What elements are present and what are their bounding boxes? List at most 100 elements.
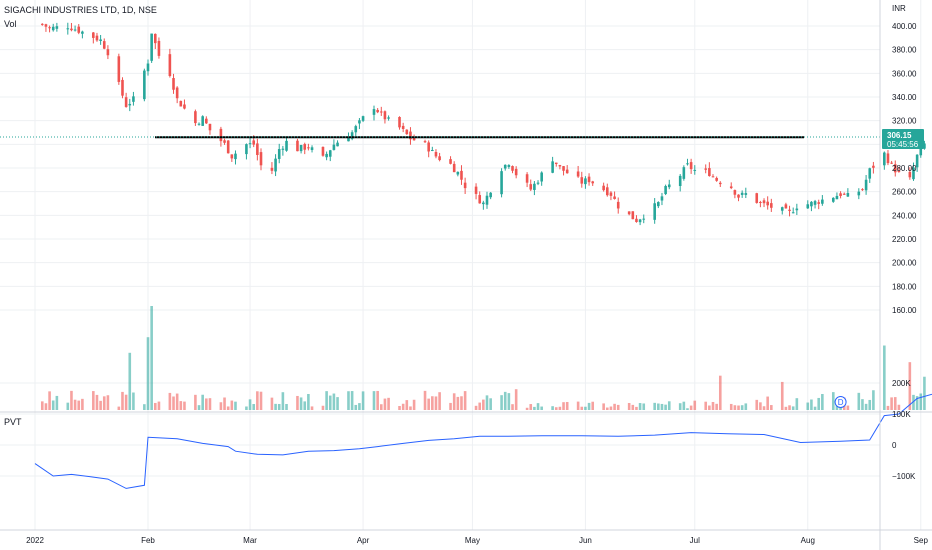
volume-bar [121,391,124,410]
candle-body [379,111,383,113]
volume-bar [183,401,186,410]
candle-body [813,201,817,205]
volume-bar [817,397,821,410]
volume-bar [474,405,478,410]
candle-body [259,152,263,166]
volume-bar [259,391,263,410]
x-tick-label: Aug [801,536,815,545]
candle-body [183,104,186,109]
candle-body [507,165,511,167]
volume-bar [117,406,121,410]
candle-body [784,204,788,209]
volume-bar [354,404,358,410]
candle-body [576,171,580,177]
volume-bar [347,391,350,410]
candle-body [456,171,460,175]
volume-bar [587,402,591,410]
candle-body [609,192,613,196]
grid [0,0,922,530]
volume-bar [653,402,656,410]
candle-body [252,140,256,145]
volume-bar [219,402,223,410]
volume-bar [919,393,923,410]
volume-bar [143,404,146,410]
candle-body [307,147,310,149]
candle-body [234,153,237,160]
candle-body [788,209,791,211]
volume-bar [245,406,248,410]
volume-bar [533,406,536,410]
volume-bar [234,401,237,410]
candle-body [332,144,336,150]
volume-bar [609,406,613,410]
candle-body [383,111,387,120]
volume-bar [602,403,605,410]
volume-bar [660,403,664,410]
volume-bar [478,402,482,410]
candle-body [277,149,281,159]
volume-bar [256,391,259,410]
volume-bar [358,403,361,410]
candle-body [179,100,183,107]
candle-body [412,137,416,141]
volume-bar [321,405,325,410]
volume-bar [831,392,835,410]
volume-bar [857,392,861,410]
pvt-label[interactable]: PVT [4,417,22,427]
candle-body [635,218,638,223]
volume-bar [795,398,799,410]
volume-bar [230,400,234,410]
candle-body [172,78,175,90]
volume-bar [277,403,281,410]
volume-label[interactable]: Vol [4,19,17,29]
volume-bar [678,403,682,410]
candle-body [489,192,492,198]
volume-bar [350,391,354,410]
candle-body [452,163,456,173]
candle-body [230,154,234,159]
candle-body [682,167,686,179]
y-tick-label: 400.00 [892,22,917,31]
volume-bar [401,403,405,410]
volume-bar [810,399,813,410]
candle-body [485,195,489,205]
candle-body [194,111,197,124]
volume-bar [328,395,332,410]
currency-label: INR [892,4,906,13]
candle-body [328,150,332,157]
volume-bar [576,401,580,410]
candle-body [121,79,124,96]
volume-bar [106,395,110,410]
volume-bar [95,394,99,410]
volume-bar [409,406,412,410]
volume-bar [806,402,810,410]
candle-body [806,204,810,209]
candle-body [602,185,605,191]
candle-body [795,208,799,211]
volume-bar [383,398,387,410]
volume-bar [281,392,285,410]
volume-bar [452,393,456,410]
volume-bar [766,396,769,410]
symbol-title[interactable]: SIGACHI INDUSTRIES LTD, 1D, NSE [4,5,157,15]
y-tick-label: 160.00 [892,306,917,315]
x-tick-label: Jun [579,536,592,545]
candle-body [48,27,51,29]
volume-bar [540,406,543,410]
volume-bar [128,352,132,410]
volume-bar [890,397,893,410]
candle-body [117,56,121,82]
pvt-tick-label: 200K [892,379,911,388]
candle-body [536,182,540,184]
volume-bar [664,404,667,410]
volume-bar [788,405,791,410]
candle-body [106,49,110,56]
volume-bar [686,408,689,410]
candle-body [664,185,667,195]
candle-body [529,184,533,190]
candle-body [77,26,81,33]
candle-body [740,192,744,195]
candle-body [434,152,438,157]
volume-bar [194,394,197,410]
candle-body [780,207,784,211]
